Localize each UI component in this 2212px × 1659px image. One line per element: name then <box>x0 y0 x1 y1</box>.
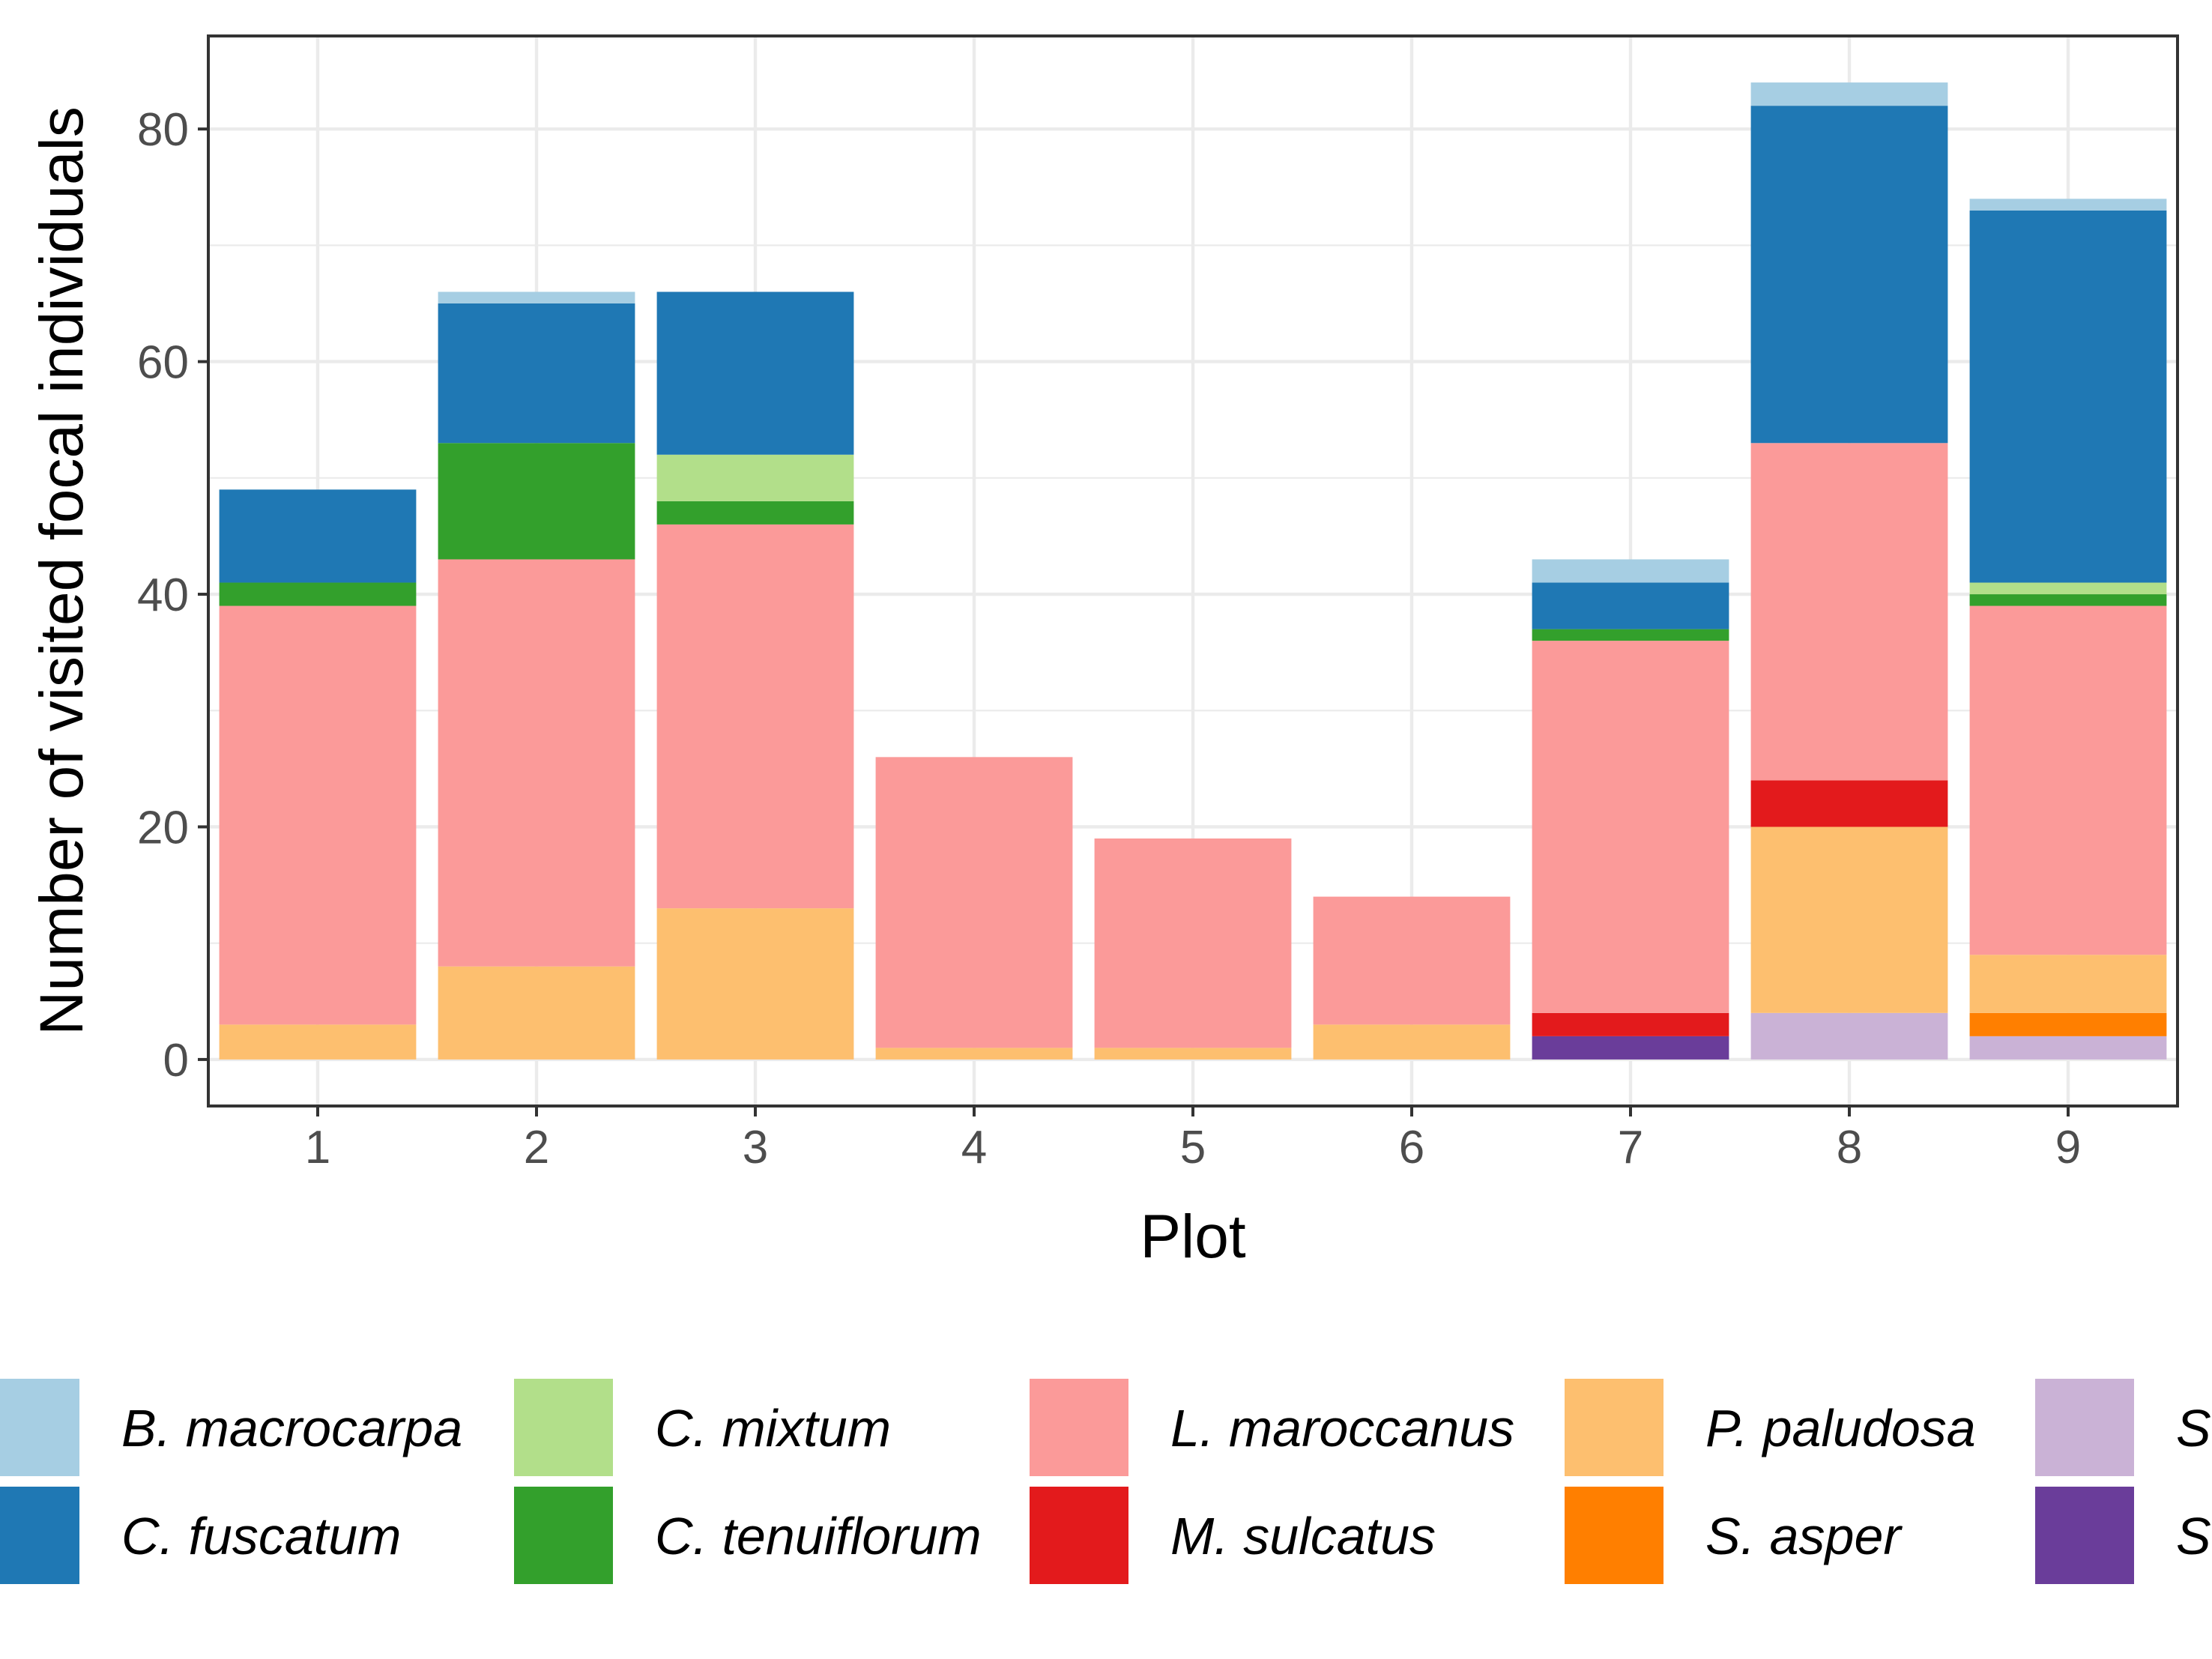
bar-segment <box>1532 1036 1729 1060</box>
legend-key <box>1565 1379 1663 1476</box>
bar-segment <box>656 524 854 909</box>
legend-label: P. paludosa <box>1705 1399 1976 1457</box>
x-axis-title: Plot <box>1140 1203 1246 1271</box>
bar-segment <box>219 605 417 1025</box>
bar-segment <box>219 489 417 583</box>
bar-segment <box>1313 1024 1511 1060</box>
bar-segment <box>1532 1012 1729 1036</box>
axes: 0 20 40 60 80 1 2 3 4 5 6 7 8 9 <box>137 104 2081 1173</box>
bar-segment <box>656 454 854 501</box>
legend-label: C. fuscatum <box>121 1507 401 1565</box>
y-tick-label: 40 <box>137 569 189 621</box>
bar-segment <box>656 501 854 525</box>
legend-key <box>514 1379 613 1476</box>
x-tick-label: 6 <box>1399 1122 1424 1173</box>
bar-segment <box>219 582 417 606</box>
bar-segment <box>1532 641 1729 1013</box>
x-tick-label: 3 <box>743 1122 768 1173</box>
legend-label: C. mixtum <box>655 1399 891 1457</box>
bar-segment <box>1750 1012 1948 1060</box>
x-tick-label: 7 <box>1618 1122 1643 1173</box>
bar-segment <box>438 559 635 967</box>
bar-segment <box>438 291 635 303</box>
legend-key <box>1030 1487 1128 1584</box>
bar-segment <box>438 443 635 560</box>
x-tick-label: 4 <box>961 1122 987 1173</box>
bar-segment <box>1969 199 2167 211</box>
bar-segment <box>1969 605 2167 955</box>
bar-segment <box>1969 594 2167 606</box>
bar-segment <box>1750 82 1948 106</box>
legend-key <box>0 1379 79 1476</box>
x-tick-label: 5 <box>1180 1122 1206 1173</box>
y-tick-label: 60 <box>137 337 189 389</box>
bar-segment <box>1750 780 1948 827</box>
bar-segment <box>219 1024 417 1060</box>
legend-key <box>0 1487 79 1584</box>
bar-segment <box>1969 1012 2167 1036</box>
bar-segment <box>875 757 1073 1048</box>
x-tick-label: 2 <box>524 1122 549 1173</box>
x-tick-label: 9 <box>2055 1122 2081 1173</box>
y-axis-title: Number of visited focal individuals <box>28 106 96 1036</box>
bar-segment <box>1969 955 2167 1013</box>
bar-segment <box>1532 559 1729 583</box>
bar-segment <box>875 1048 1073 1060</box>
legend-label: S <box>2176 1399 2211 1457</box>
bar-segment <box>1750 827 1948 1013</box>
bar-segment <box>656 908 854 1060</box>
bar-segment <box>1313 896 1511 1025</box>
bar-segment <box>1969 582 2167 595</box>
legend-label: L. maroccanus <box>1170 1399 1514 1457</box>
legend-key <box>1030 1379 1128 1476</box>
bar-segment <box>1094 1048 1292 1060</box>
bar-segment <box>1969 1036 2167 1060</box>
bar-segments <box>219 82 2167 1060</box>
x-tick-label: 8 <box>1837 1122 1862 1173</box>
bar-segment <box>1750 106 1948 444</box>
bar-segment <box>438 303 635 444</box>
legend-label: C. tenuiflorum <box>655 1507 982 1565</box>
legend-key <box>2035 1487 2134 1584</box>
bar-segment <box>438 966 635 1060</box>
bar-segment <box>656 291 854 455</box>
x-tick-label: 1 <box>305 1122 330 1173</box>
legend-label: S. asper <box>1705 1507 1903 1565</box>
legend-key <box>2035 1379 2134 1476</box>
bar-segment <box>1969 210 2167 583</box>
bar-segment <box>1750 443 1948 781</box>
legend-key <box>514 1487 613 1584</box>
legend-label: S <box>2176 1507 2211 1565</box>
legend: B. macrocarpa C. fuscatum C. mixtum C. tenu… <box>0 1379 2211 1584</box>
legend-label: M. sulcatus <box>1170 1507 1436 1565</box>
bar-segment <box>1532 582 1729 629</box>
bar-segment <box>1532 629 1729 641</box>
y-tick-label: 0 <box>163 1035 189 1087</box>
bar-segment <box>1094 838 1292 1048</box>
legend-key <box>1565 1487 1663 1584</box>
legend-label: B. macrocarpa <box>121 1399 462 1457</box>
y-tick-label: 20 <box>137 802 189 853</box>
y-tick-label: 80 <box>137 104 189 156</box>
